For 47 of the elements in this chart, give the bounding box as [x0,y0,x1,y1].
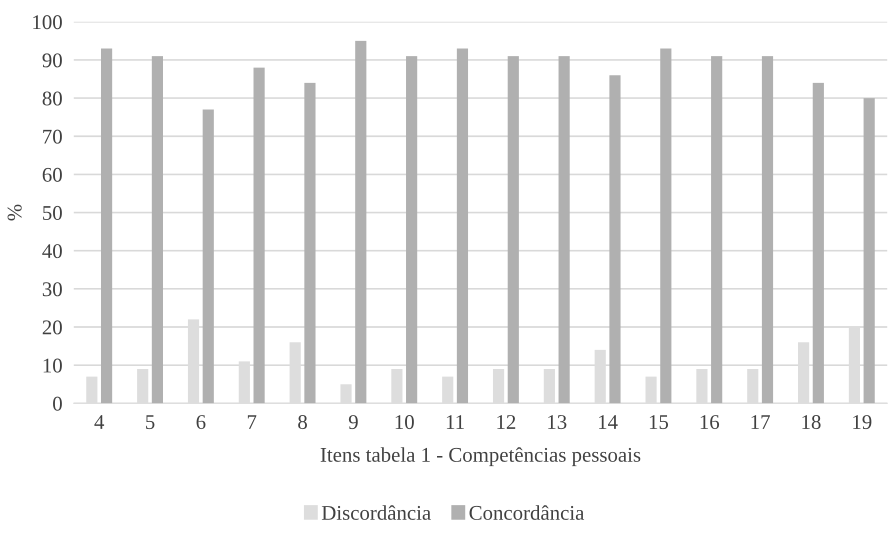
bar [406,56,418,404]
y-tick-label: 10 [44,358,62,373]
bar [508,56,519,404]
y-tick-label: 70 [43,130,62,144]
y-tick-label: 60 [42,168,62,182]
x-tick-label: 14 [599,415,618,429]
x-tick-label: 16 [700,415,720,430]
bar [202,110,214,404]
x-tick-label: 9 [348,415,358,430]
bar [152,56,164,404]
x-tick-label: 13 [548,415,566,430]
bar [558,56,570,404]
y-tick-label: 20 [42,320,62,334]
y-tick-label: 100 [33,15,62,30]
x-tick-label: 15 [650,415,668,430]
legend-label: Discordância [322,505,431,520]
x-tick-label: 19 [853,415,872,430]
bar [762,56,774,404]
bar [456,48,468,404]
y-tick-label: 40 [42,244,62,258]
bar [100,48,112,404]
y-tick-label: 30 [42,282,62,296]
x-tick-label: 5 [146,415,154,430]
x-tick-label: 8 [298,415,307,430]
legend-label: Concordância [470,505,584,520]
bar [864,98,875,404]
x-tick-label: 11 [446,415,464,429]
y-tick-label: 50 [43,206,62,220]
y-axis-title: % [8,204,22,221]
y-tick-label: 0 [53,396,62,411]
y-tick-label: 90 [42,53,62,68]
bar [355,40,366,404]
y-tick-label: 80 [42,91,62,106]
bar [304,82,316,404]
x-axis-title: Itens tabela 1 - Competências pessoais [320,447,640,466]
x-tick-label: 4 [94,415,104,429]
bar [711,56,722,404]
x-tick-label: 7 [248,415,256,429]
x-tick-label: 18 [802,415,821,430]
x-tick-label: 10 [396,415,414,430]
bar [812,82,824,404]
bar [609,75,621,404]
bar [660,48,672,404]
x-tick-label: 6 [196,415,206,430]
x-tick-label: 12 [497,415,516,429]
x-tick-label: 17 [752,415,770,429]
bar [254,68,265,404]
